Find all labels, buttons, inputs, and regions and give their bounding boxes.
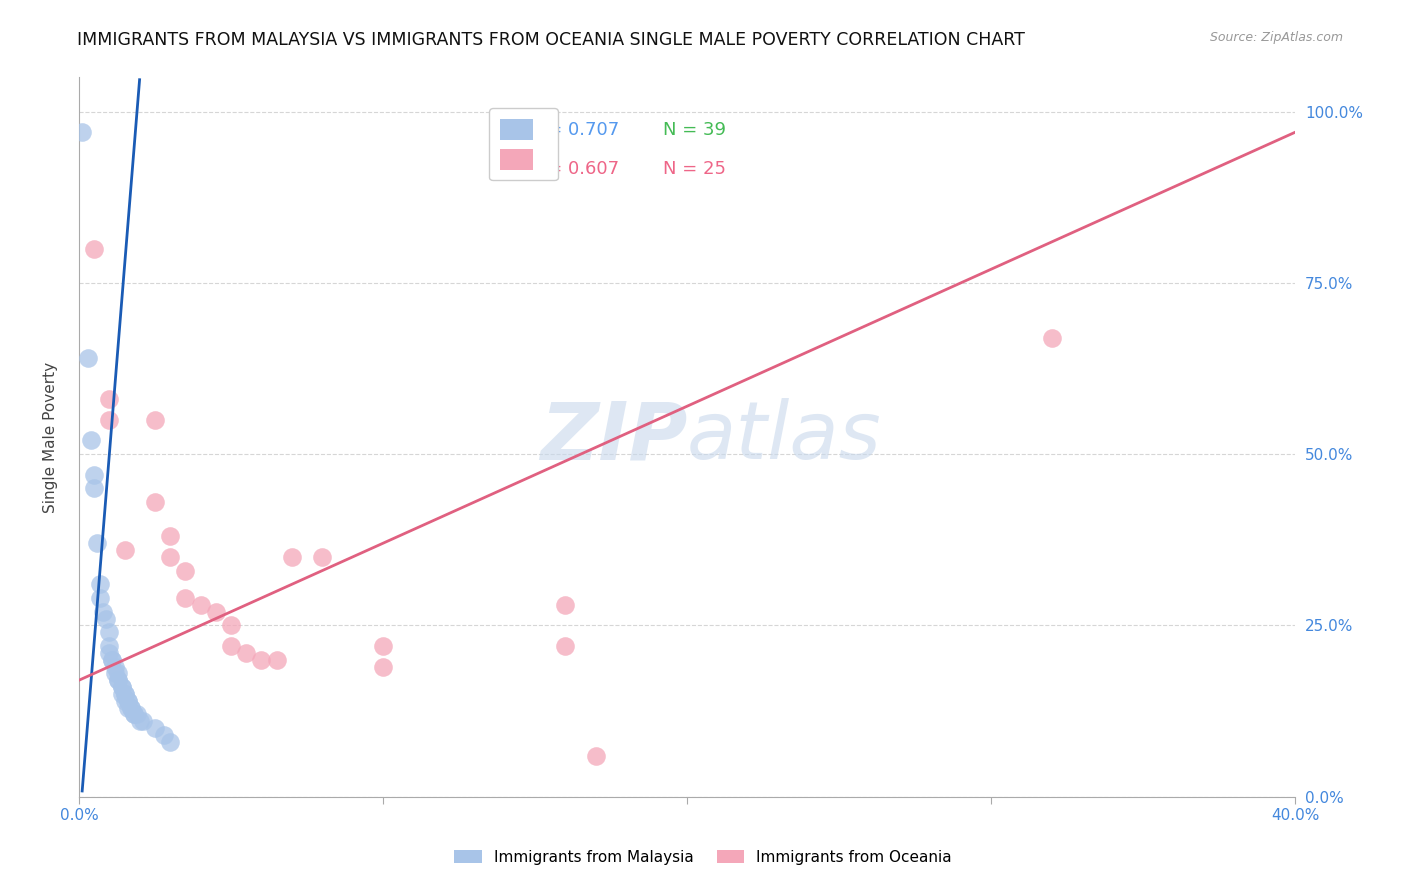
Point [110, 680, 132, 694]
Text: N = 25: N = 25 [662, 161, 725, 178]
Point [114, 687, 136, 701]
Point [98, 392, 121, 407]
Point [89, 577, 111, 591]
Point [585, 748, 607, 763]
Point [91, 605, 114, 619]
Point [89, 591, 111, 605]
Point [174, 591, 197, 605]
Point [114, 687, 136, 701]
Point [153, 728, 176, 742]
Point [107, 666, 129, 681]
Point [311, 549, 333, 564]
Point [143, 495, 166, 509]
Point [98, 413, 121, 427]
Legend: , : , [489, 108, 558, 180]
Point [117, 694, 139, 708]
Point [83, 482, 105, 496]
Point [128, 714, 150, 729]
Point [114, 694, 136, 708]
Point [110, 680, 132, 694]
Point [122, 707, 145, 722]
Legend: Immigrants from Malaysia, Immigrants from Oceania: Immigrants from Malaysia, Immigrants fro… [449, 844, 957, 871]
Text: atlas: atlas [688, 398, 882, 476]
Point [101, 653, 124, 667]
Point [371, 639, 394, 653]
Point [98, 646, 121, 660]
Y-axis label: Single Male Poverty: Single Male Poverty [44, 361, 58, 513]
Point [110, 687, 132, 701]
Point [107, 673, 129, 688]
Point [250, 653, 273, 667]
Text: ZIP: ZIP [540, 398, 688, 476]
Point [1040, 331, 1063, 345]
Text: N = 39: N = 39 [662, 120, 725, 138]
Point [77, 351, 100, 366]
Point [101, 653, 124, 667]
Text: R = 0.707: R = 0.707 [529, 120, 619, 138]
Point [159, 549, 181, 564]
Point [117, 700, 139, 714]
Point [96, 611, 118, 625]
Text: Source: ZipAtlas.com: Source: ZipAtlas.com [1209, 31, 1343, 45]
Point [120, 700, 142, 714]
Point [235, 646, 257, 660]
Point [204, 605, 226, 619]
Point [143, 721, 166, 735]
Point [266, 653, 288, 667]
Point [122, 707, 145, 722]
Text: R = 0.607: R = 0.607 [529, 161, 619, 178]
Point [159, 529, 181, 543]
Point [80, 434, 103, 448]
Point [120, 700, 142, 714]
Point [107, 673, 129, 688]
Point [219, 639, 242, 653]
Point [219, 618, 242, 632]
Point [281, 549, 304, 564]
Point [70, 125, 93, 139]
Point [143, 413, 166, 427]
Point [98, 625, 121, 640]
Point [371, 659, 394, 673]
Point [159, 735, 181, 749]
Point [114, 543, 136, 558]
Text: IMMIGRANTS FROM MALAYSIA VS IMMIGRANTS FROM OCEANIA SINGLE MALE POVERTY CORRELAT: IMMIGRANTS FROM MALAYSIA VS IMMIGRANTS F… [77, 31, 1025, 49]
Point [117, 694, 139, 708]
Point [83, 242, 105, 256]
Point [86, 536, 108, 550]
Point [174, 564, 197, 578]
Point [98, 639, 121, 653]
Point [554, 639, 576, 653]
Point [554, 598, 576, 612]
Point [125, 707, 148, 722]
Point [104, 666, 127, 681]
Point [190, 598, 212, 612]
Point [104, 659, 127, 673]
Point [132, 714, 155, 729]
Point [83, 467, 105, 482]
